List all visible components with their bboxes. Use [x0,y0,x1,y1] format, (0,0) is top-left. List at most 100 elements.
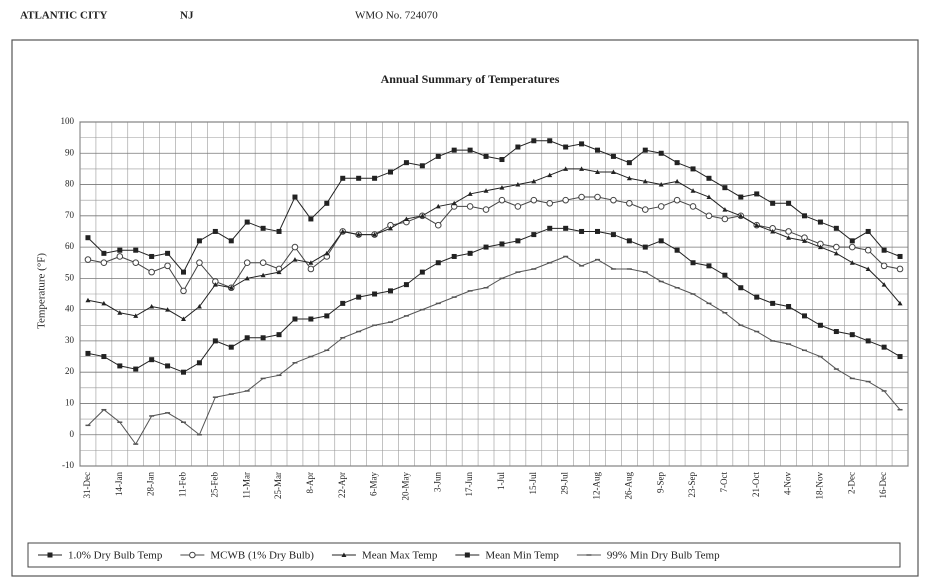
marker [706,175,712,181]
marker [722,185,728,191]
x-tick-label: 11-Mar [241,472,251,499]
header-station: WMO No. 724070 [355,10,438,22]
marker [117,363,123,369]
marker [244,335,250,341]
y-tick-label: 40 [65,304,75,314]
marker [642,178,648,184]
x-tick-label: 4-Nov [783,472,793,495]
legend-label: 1.0% Dry Bulb Temp [68,550,163,562]
marker [657,203,665,210]
marker [340,300,346,306]
marker [833,225,839,231]
marker [547,138,553,144]
marker [546,200,554,207]
marker [451,147,457,153]
marker [706,263,712,269]
marker [786,304,792,310]
header-state: NJ [180,10,194,22]
marker [101,250,107,256]
marker [149,357,155,363]
marker [674,160,680,166]
legend-label: Mean Max Temp [362,550,438,562]
marker [880,262,888,270]
marker [85,350,91,356]
x-tick-label: 14-Jan [114,472,124,496]
marker [738,285,744,291]
marker [260,335,266,341]
marker [308,260,314,265]
marker [84,256,92,263]
series-line [87,168,901,320]
chart-frame [11,39,919,577]
marker [626,175,632,181]
marker [770,300,776,306]
marker [658,150,664,156]
marker [101,300,107,306]
y-tick-label: 10 [65,398,75,408]
marker [833,250,839,256]
marker [212,228,218,234]
marker [563,225,569,231]
marker [642,244,648,250]
marker [610,196,617,204]
marker [466,203,474,210]
marker [864,246,872,254]
marker [770,228,776,234]
marker [117,310,123,315]
marker [372,175,378,181]
marker [897,253,903,259]
marker [165,363,171,369]
marker [738,213,744,218]
marker [403,216,409,221]
y-tick-label: 70 [65,210,75,220]
x-tick-label: 1-Jul [496,472,506,490]
marker [372,291,378,297]
y-tick-label: 90 [65,147,75,157]
marker [340,175,346,181]
marker [658,182,664,187]
marker [482,206,490,213]
marker [897,300,903,306]
marker [483,188,489,193]
marker [579,141,585,147]
marker [149,253,155,259]
marker [483,244,489,250]
marker [356,294,362,300]
legend-label: Mean Min Temp [485,550,559,562]
marker [243,259,251,267]
marker [865,228,871,234]
marker [85,235,91,241]
x-tick-label: 12-Aug [592,472,602,500]
marker [467,147,473,153]
marker [579,228,585,234]
marker [388,169,393,175]
marker [594,193,601,201]
y-tick-label: 0 [70,429,75,439]
marker [848,243,856,251]
marker [610,169,616,175]
marker [228,238,234,244]
marker [467,250,473,256]
marker [514,203,522,210]
marker [149,304,155,309]
marker [419,163,425,169]
marker [881,247,887,253]
marker [849,260,855,265]
series-line [87,140,901,274]
marker [531,232,537,238]
x-tick-label: 15-Jul [528,472,538,495]
x-tick-label: 2-Dec [846,472,856,494]
x-tick-label: 31-Dec [82,472,92,499]
marker [244,219,250,225]
marker [341,552,347,557]
marker [212,338,218,344]
marker [132,259,140,267]
marker [754,191,760,197]
x-tick-label: 16-Dec [878,472,888,499]
marker [722,272,728,278]
marker [419,269,425,275]
series-line [87,196,901,292]
marker [356,175,362,181]
marker [435,153,441,159]
marker [419,213,425,218]
